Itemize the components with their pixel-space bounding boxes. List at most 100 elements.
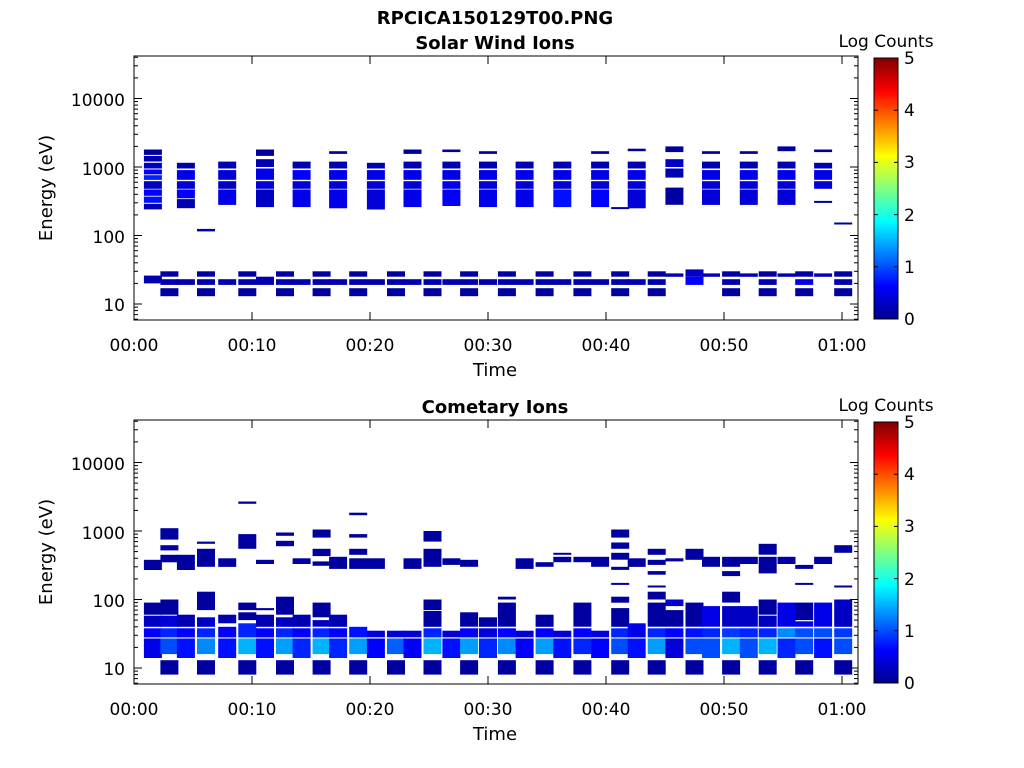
heatmap-cell — [479, 638, 497, 658]
heatmap-cell — [591, 630, 610, 638]
heatmap-cell — [256, 608, 274, 611]
heatmap-cell — [143, 155, 162, 162]
heatmap-cell — [160, 638, 179, 655]
heatmap-cell — [515, 161, 534, 169]
heatmap-cell — [814, 149, 833, 153]
heatmap-cell — [403, 149, 422, 154]
heatmap-cell — [814, 628, 833, 638]
heatmap-cell — [349, 548, 368, 555]
x-tick-label: 00:30 — [464, 336, 513, 356]
colorbar-tick-label: 2 — [904, 570, 915, 590]
heatmap-cell — [553, 630, 572, 638]
heatmap-cell — [218, 161, 237, 169]
heatmap-cell — [591, 638, 610, 658]
heatmap-cell — [256, 276, 274, 285]
heatmap-cell — [685, 269, 704, 277]
heatmap-cell — [312, 602, 331, 618]
heatmap-cell — [329, 628, 348, 638]
heatmap-cell — [814, 170, 833, 180]
colorbar — [873, 57, 899, 320]
heatmap-cell — [143, 559, 162, 570]
heatmap-cell — [758, 660, 777, 675]
colorbar-tick-label: 3 — [904, 517, 915, 537]
heatmap-cell — [834, 585, 853, 588]
heatmap-cell — [312, 279, 331, 285]
cometary-ticks — [133, 420, 858, 684]
heatmap-cell — [238, 288, 257, 297]
heatmap-cell — [739, 628, 758, 638]
y-tick-label: 10000 — [71, 455, 125, 475]
heatmap-cell — [702, 170, 720, 180]
heatmap-cell — [366, 630, 385, 638]
heatmap-cell — [366, 170, 385, 180]
heatmap-cell — [627, 189, 646, 209]
heatmap-cell — [160, 660, 179, 675]
heatmap-cell — [366, 558, 385, 569]
solar-wind-title: Solar Wind Ions — [415, 33, 574, 54]
heatmap-cell — [349, 279, 368, 285]
heatmap-cell — [423, 288, 442, 297]
y-tick-label: 1000 — [82, 524, 125, 544]
heatmap-cell — [276, 540, 294, 547]
heatmap-cell — [423, 628, 442, 638]
heatmap-cell — [176, 189, 195, 199]
heatmap-cell — [647, 585, 666, 588]
heatmap-cell — [176, 199, 195, 209]
heatmap-cell — [143, 196, 162, 203]
heatmap-cell — [197, 548, 215, 567]
heatmap-cell — [349, 512, 368, 516]
heatmap-cell — [777, 273, 796, 277]
heatmap-cell — [143, 149, 162, 155]
heatmap-cell — [143, 628, 162, 638]
heatmap-cell — [497, 596, 516, 600]
heatmap-cell — [403, 630, 422, 638]
x-axis-label: Time — [472, 724, 517, 745]
heatmap-cell — [834, 599, 853, 627]
heatmap-cell — [176, 162, 195, 169]
solar-wind-heatmap — [143, 146, 853, 297]
heatmap-cell — [739, 556, 758, 564]
heatmap-cell — [702, 161, 720, 169]
heatmap-cell — [834, 279, 853, 285]
heatmap-cell — [276, 628, 294, 638]
heatmap-cell — [553, 638, 572, 658]
heatmap-cell — [143, 162, 162, 169]
heatmap-cell — [197, 628, 215, 638]
heatmap-cell — [611, 608, 630, 627]
heatmap-cell — [795, 621, 814, 627]
x-tick-label: 00:20 — [346, 336, 395, 356]
heatmap-cell — [535, 628, 554, 638]
heatmap-cell — [442, 558, 461, 565]
x-tick-label: 00:00 — [110, 336, 159, 356]
y-axis-label: Energy (eV) — [36, 499, 57, 605]
heatmap-cell — [611, 582, 630, 585]
heatmap-cell — [238, 271, 257, 277]
heatmap-cell — [329, 170, 348, 180]
heatmap-cell — [143, 275, 162, 284]
heatmap-cell — [292, 628, 311, 638]
heatmap-cell — [143, 181, 162, 189]
heatmap-cell — [256, 638, 274, 658]
heatmap-cell — [387, 638, 405, 655]
solar-wind-ticks — [133, 56, 858, 320]
heatmap-cell — [218, 189, 237, 205]
heatmap-cell — [292, 181, 311, 189]
heatmap-cell — [834, 288, 853, 297]
heatmap-cell — [143, 602, 162, 615]
heatmap-cell — [238, 612, 257, 621]
heatmap-cell — [403, 558, 422, 569]
heatmap-cell — [627, 181, 646, 189]
heatmap-cell — [702, 628, 720, 638]
heatmap-cell — [665, 610, 684, 627]
heatmap-cell — [611, 207, 630, 210]
heatmap-cell — [627, 170, 646, 180]
heatmap-cell — [702, 151, 720, 154]
heatmap-cell — [647, 279, 666, 285]
heatmap-cell — [238, 660, 257, 675]
heatmap-cell — [160, 628, 179, 638]
heatmap-cell — [218, 638, 237, 658]
heatmap-cell — [238, 279, 257, 285]
heatmap-cell — [702, 189, 720, 205]
x-tick-label: 00:30 — [464, 700, 513, 720]
x-tick-label: 00:40 — [582, 700, 631, 720]
